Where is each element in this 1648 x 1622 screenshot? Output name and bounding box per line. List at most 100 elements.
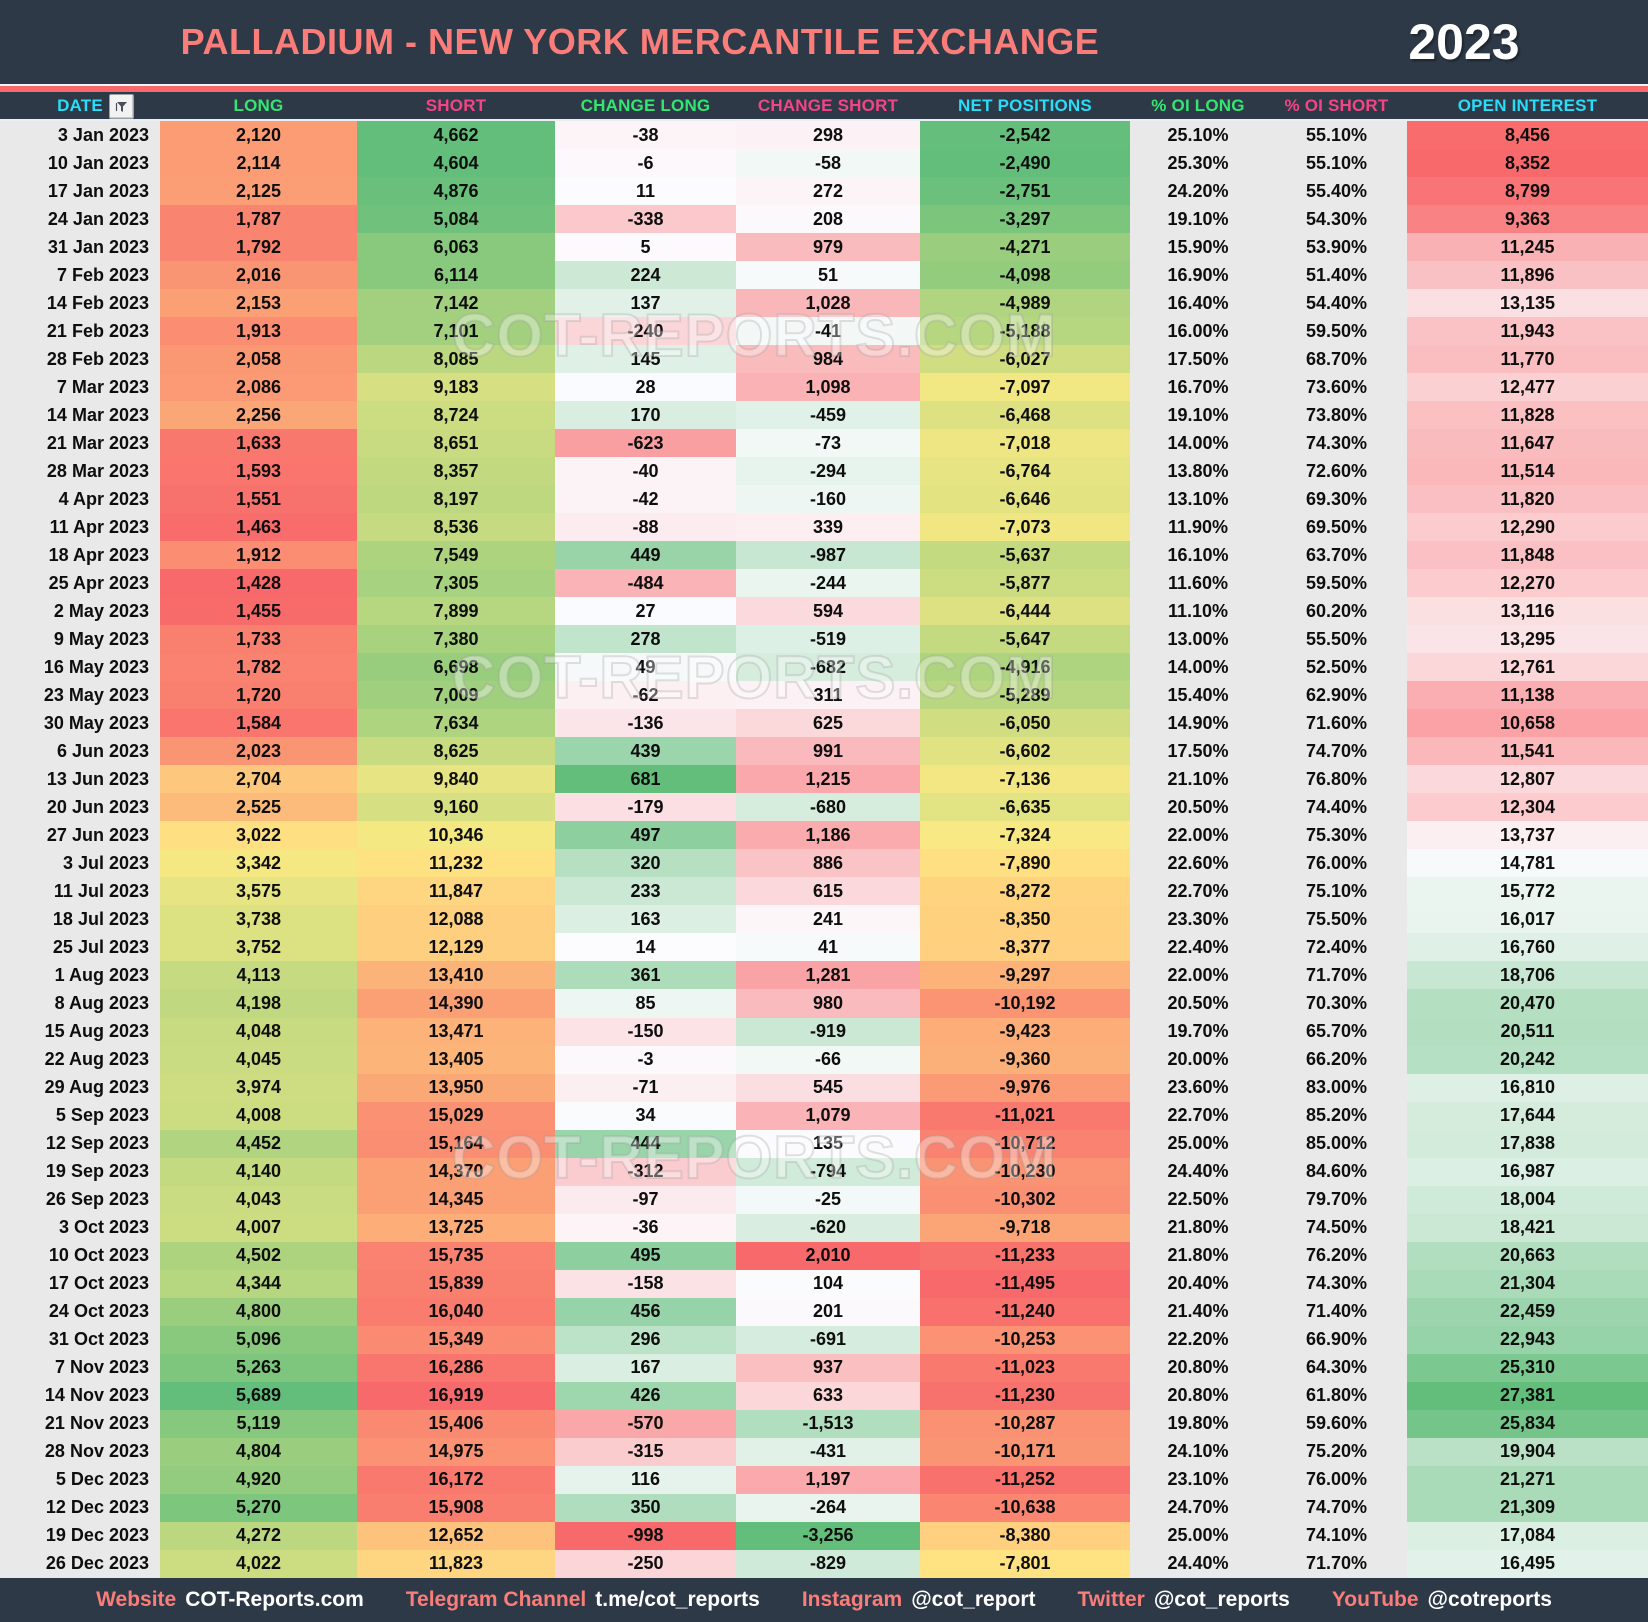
cell-open-interest: 20,242: [1407, 1045, 1648, 1074]
table-row: 25 Apr 2023 1,428 7,305 -484 -244 -5,877 11.60…: [0, 569, 1648, 598]
cell-net-positions: -9,360: [920, 1045, 1130, 1074]
cell-pct-oi-long: 25.10%: [1130, 121, 1266, 150]
cell-change-long: -136: [555, 709, 736, 738]
table-row: 19 Dec 2023 4,272 12,652 -998 -3,256 -8,380 25…: [0, 1521, 1648, 1550]
cell-change-short: 1,186: [736, 821, 920, 850]
table-row: 24 Oct 2023 4,800 16,040 456 201 -11,240 21.40…: [0, 1297, 1648, 1326]
cell-date: 19 Sep 2023: [0, 1157, 160, 1186]
cell-pct-oi-short: 74.50%: [1266, 1213, 1407, 1242]
cell-date: 3 Oct 2023: [0, 1213, 160, 1242]
table-row: 17 Jan 2023 2,125 4,876 11 272 -2,751 24.20% 55…: [0, 177, 1648, 206]
cell-open-interest: 21,309: [1407, 1493, 1648, 1522]
cell-short: 7,380: [357, 625, 555, 654]
cell-date: 25 Jul 2023: [0, 933, 160, 962]
cell-net-positions: -3,297: [920, 205, 1130, 234]
cell-short: 15,735: [357, 1241, 555, 1270]
cell-short: 6,698: [357, 653, 555, 682]
cell-date: 12 Dec 2023: [0, 1493, 160, 1522]
cell-open-interest: 12,290: [1407, 513, 1648, 542]
table-row: 7 Nov 2023 5,263 16,286 167 937 -11,023 20.80%…: [0, 1353, 1648, 1382]
cell-pct-oi-short: 79.70%: [1266, 1185, 1407, 1214]
cell-open-interest: 22,943: [1407, 1325, 1648, 1354]
cell-pct-oi-long: 20.40%: [1130, 1269, 1266, 1298]
cell-pct-oi-long: 20.50%: [1130, 989, 1266, 1018]
cell-short: 15,164: [357, 1129, 555, 1158]
cell-open-interest: 25,310: [1407, 1353, 1648, 1382]
cell-pct-oi-short: 73.60%: [1266, 373, 1407, 402]
cell-pct-oi-long: 19.10%: [1130, 205, 1266, 234]
cell-long: 3,738: [160, 905, 357, 934]
cell-change-long: 85: [555, 989, 736, 1018]
cell-pct-oi-short: 59.60%: [1266, 1409, 1407, 1438]
cell-net-positions: -2,751: [920, 177, 1130, 206]
cell-short: 10,346: [357, 821, 555, 850]
footer-label: YouTube: [1331, 1588, 1419, 1611]
cell-change-long: -240: [555, 317, 736, 346]
cell-short: 4,876: [357, 177, 555, 206]
footer-label: Twitter: [1077, 1588, 1145, 1611]
cell-open-interest: 8,456: [1407, 121, 1648, 150]
cell-change-long: 439: [555, 737, 736, 766]
cell-net-positions: -10,171: [920, 1437, 1130, 1466]
cell-change-short: -73: [736, 429, 920, 458]
cell-long: 4,344: [160, 1269, 357, 1298]
cell-date: 28 Mar 2023: [0, 457, 160, 486]
cell-open-interest: 11,541: [1407, 737, 1648, 766]
cell-open-interest: 21,304: [1407, 1269, 1648, 1298]
cell-long: 2,125: [160, 177, 357, 206]
cell-change-short: 1,197: [736, 1465, 920, 1494]
cell-pct-oi-short: 72.40%: [1266, 933, 1407, 962]
table-row: 23 May 2023 1,720 7,009 -62 311 -5,289 15.40% 6…: [0, 681, 1648, 710]
cell-long: 4,804: [160, 1437, 357, 1466]
cell-net-positions: -9,423: [920, 1017, 1130, 1046]
cell-short: 14,390: [357, 989, 555, 1018]
cell-long: 1,913: [160, 317, 357, 346]
cell-change-short: -459: [736, 401, 920, 430]
cell-long: 2,153: [160, 289, 357, 318]
cell-change-long: 497: [555, 821, 736, 850]
cell-change-long: -312: [555, 1157, 736, 1186]
cell-open-interest: 16,017: [1407, 905, 1648, 934]
cell-date: 29 Aug 2023: [0, 1073, 160, 1102]
footer-value: @cot_reports: [1153, 1588, 1290, 1611]
table-row: 14 Feb 2023 2,153 7,142 137 1,028 -4,989 16.40…: [0, 289, 1648, 318]
cell-open-interest: 18,421: [1407, 1213, 1648, 1242]
cell-net-positions: -7,801: [920, 1549, 1130, 1578]
filter-button[interactable]: [109, 94, 134, 119]
cell-short: 7,899: [357, 597, 555, 626]
cell-short: 6,114: [357, 261, 555, 290]
cell-open-interest: 15,772: [1407, 877, 1648, 906]
cell-change-long: 14: [555, 933, 736, 962]
cell-open-interest: 13,116: [1407, 597, 1648, 626]
cell-date: 4 Apr 2023: [0, 485, 160, 514]
cell-pct-oi-short: 55.10%: [1266, 149, 1407, 178]
cell-open-interest: 12,807: [1407, 765, 1648, 794]
cell-net-positions: -2,542: [920, 121, 1130, 150]
cell-change-long: 449: [555, 541, 736, 570]
cell-date: 17 Jan 2023: [0, 177, 160, 206]
cell-change-short: 311: [736, 681, 920, 710]
cell-open-interest: 17,644: [1407, 1101, 1648, 1130]
cell-long: 4,045: [160, 1045, 357, 1074]
cell-short: 16,172: [357, 1465, 555, 1494]
cell-open-interest: 16,760: [1407, 933, 1648, 962]
cell-change-long: 320: [555, 849, 736, 878]
cell-net-positions: -11,240: [920, 1297, 1130, 1326]
table-row: 5 Sep 2023 4,008 15,029 34 1,079 -11,021 22.70…: [0, 1101, 1648, 1130]
cell-open-interest: 20,663: [1407, 1241, 1648, 1270]
cell-net-positions: -8,380: [920, 1521, 1130, 1550]
cell-change-long: -42: [555, 485, 736, 514]
cell-short: 15,029: [357, 1101, 555, 1130]
cell-long: 3,575: [160, 877, 357, 906]
cell-short: 16,919: [357, 1381, 555, 1410]
cell-open-interest: 27,381: [1407, 1381, 1648, 1410]
cell-net-positions: -10,712: [920, 1129, 1130, 1158]
cell-pct-oi-long: 20.80%: [1130, 1353, 1266, 1382]
cell-date: 5 Dec 2023: [0, 1465, 160, 1494]
cell-pct-oi-short: 76.80%: [1266, 765, 1407, 794]
cell-pct-oi-short: 76.00%: [1266, 849, 1407, 878]
cell-change-short: -682: [736, 653, 920, 682]
cell-open-interest: 16,495: [1407, 1549, 1648, 1578]
cell-pct-oi-short: 61.80%: [1266, 1381, 1407, 1410]
cell-change-long: -97: [555, 1185, 736, 1214]
